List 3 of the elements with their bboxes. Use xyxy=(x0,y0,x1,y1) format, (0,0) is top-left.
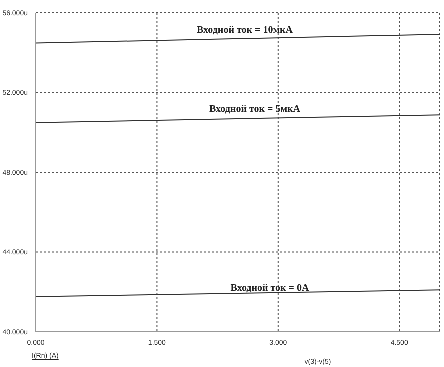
annotation: Входной ток = 0А xyxy=(230,283,310,294)
annotation: Входной ток = 10мкА xyxy=(197,25,293,36)
annotation: Входной ток = 5мкА xyxy=(210,104,300,115)
